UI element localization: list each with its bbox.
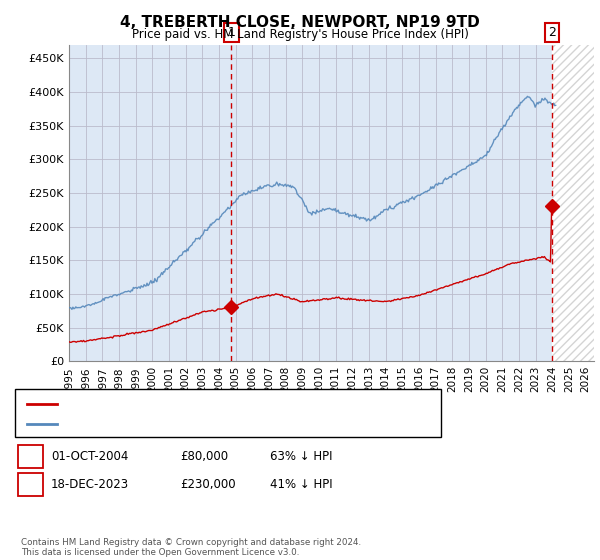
Text: 41% ↓ HPI: 41% ↓ HPI [270,478,332,491]
Text: £230,000: £230,000 [180,478,236,491]
Text: 4, TREBERTH CLOSE, NEWPORT, NP19 9TD: 4, TREBERTH CLOSE, NEWPORT, NP19 9TD [120,15,480,30]
Text: 2: 2 [26,478,35,491]
Text: 18-DEC-2023: 18-DEC-2023 [51,478,129,491]
Text: Price paid vs. HM Land Registry's House Price Index (HPI): Price paid vs. HM Land Registry's House … [131,28,469,41]
Bar [553,45,600,361]
Text: 1: 1 [26,450,35,463]
Text: £80,000: £80,000 [180,450,228,463]
Text: Contains HM Land Registry data © Crown copyright and database right 2024.
This d: Contains HM Land Registry data © Crown c… [21,538,361,557]
Text: 01-OCT-2004: 01-OCT-2004 [51,450,128,463]
Text: 63% ↓ HPI: 63% ↓ HPI [270,450,332,463]
Text: HPI: Average price, detached house, Newport: HPI: Average price, detached house, Newp… [63,418,300,428]
Text: 1: 1 [227,26,235,39]
Text: 2: 2 [548,26,556,39]
Bar [553,45,600,361]
Text: 4, TREBERTH CLOSE, NEWPORT, NP19 9TD (detached house): 4, TREBERTH CLOSE, NEWPORT, NP19 9TD (de… [63,399,379,409]
